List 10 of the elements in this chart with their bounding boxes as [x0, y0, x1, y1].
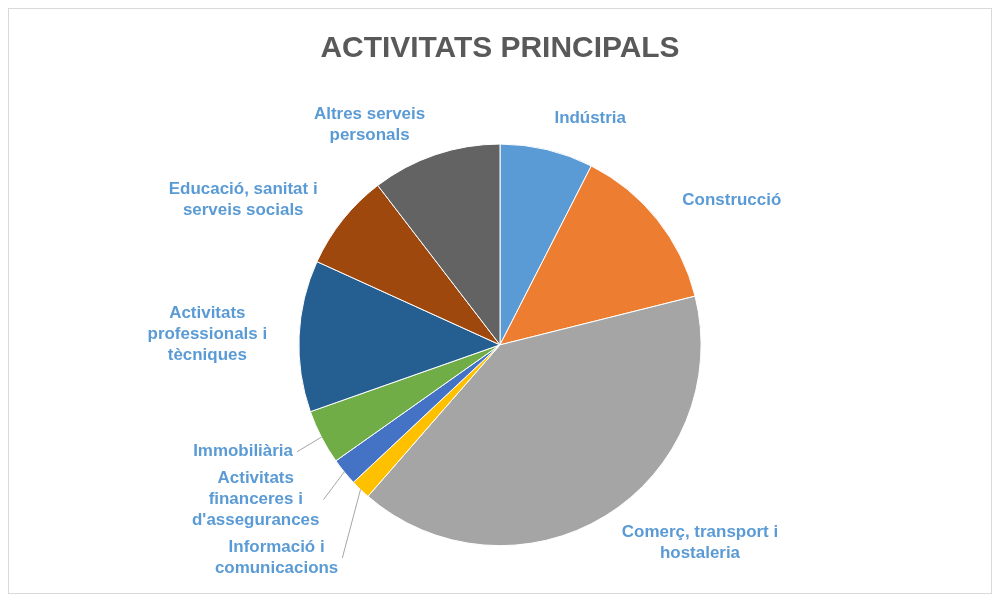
slice-label: Indústria — [554, 108, 627, 128]
slice-label: Activitats professionals i tècniques — [147, 303, 268, 365]
slice-label: Activitats financeres i d'assegurances — [192, 468, 320, 530]
slice-label: Informació i comunicacions — [214, 537, 339, 578]
chart-title: ACTIVITATS PRINCIPALS — [320, 30, 680, 64]
slice-label: Altres serveis personals — [313, 103, 426, 144]
slice-label: Comerç, transport i hostaleria — [621, 522, 779, 563]
slice-label: Educació, sanitat i serveis socials — [168, 179, 318, 220]
slice-label: Construcció — [682, 189, 782, 209]
slice-label: Immobiliària — [193, 441, 294, 461]
